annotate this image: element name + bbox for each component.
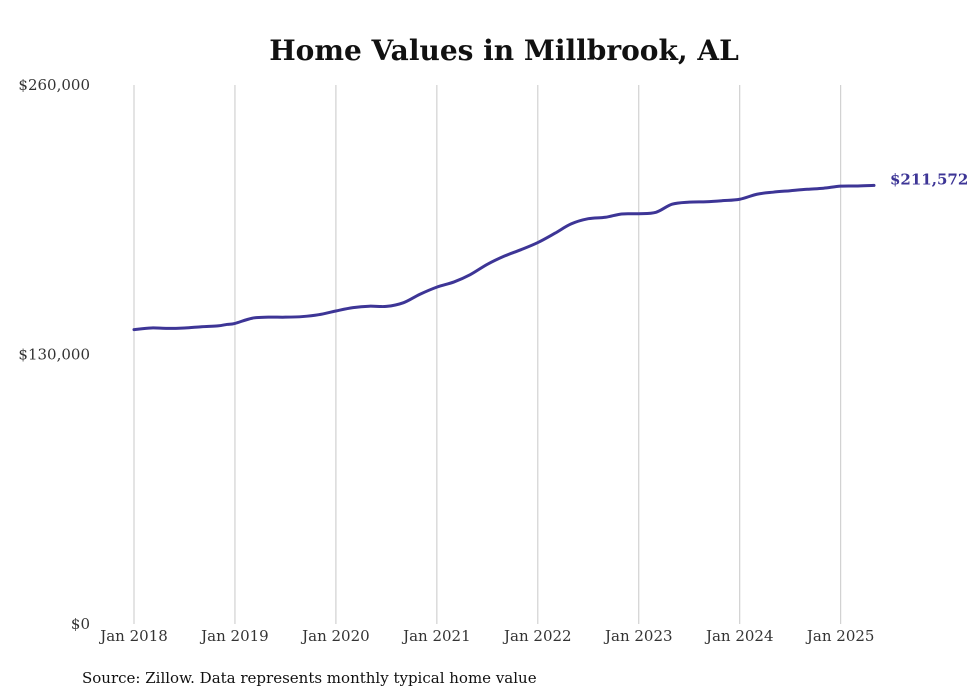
gridlines — [133, 85, 842, 624]
series-layer — [132, 183, 876, 332]
source-note: Source: Zillow. Data represents monthly … — [82, 669, 537, 687]
x-tick-label: Jan 2023 — [603, 627, 673, 645]
chart-title: Home Values in Millbrook, AL — [269, 34, 739, 67]
x-tick-label: Jan 2019 — [199, 627, 269, 645]
x-tick-label: Jan 2020 — [300, 627, 370, 645]
x-tick-label: Jan 2025 — [805, 627, 875, 645]
y-axis: $0 $130,000 $260,000 — [18, 76, 90, 633]
series-line — [132, 183, 876, 332]
x-tick-label: Jan 2021 — [401, 627, 471, 645]
x-tick-label: Jan 2022 — [502, 627, 572, 645]
x-tick-label: Jan 2018 — [98, 627, 168, 645]
end-value-label: $211,572 — [890, 170, 968, 188]
y-tick-label: $0 — [71, 615, 90, 633]
y-tick-label: $130,000 — [18, 346, 90, 364]
y-tick-label: $260,000 — [18, 76, 90, 94]
x-axis: Jan 2018 Jan 2019 Jan 2020 Jan 2021 Jan 2022… — [98, 627, 874, 645]
x-tick-label: Jan 2024 — [704, 627, 774, 645]
